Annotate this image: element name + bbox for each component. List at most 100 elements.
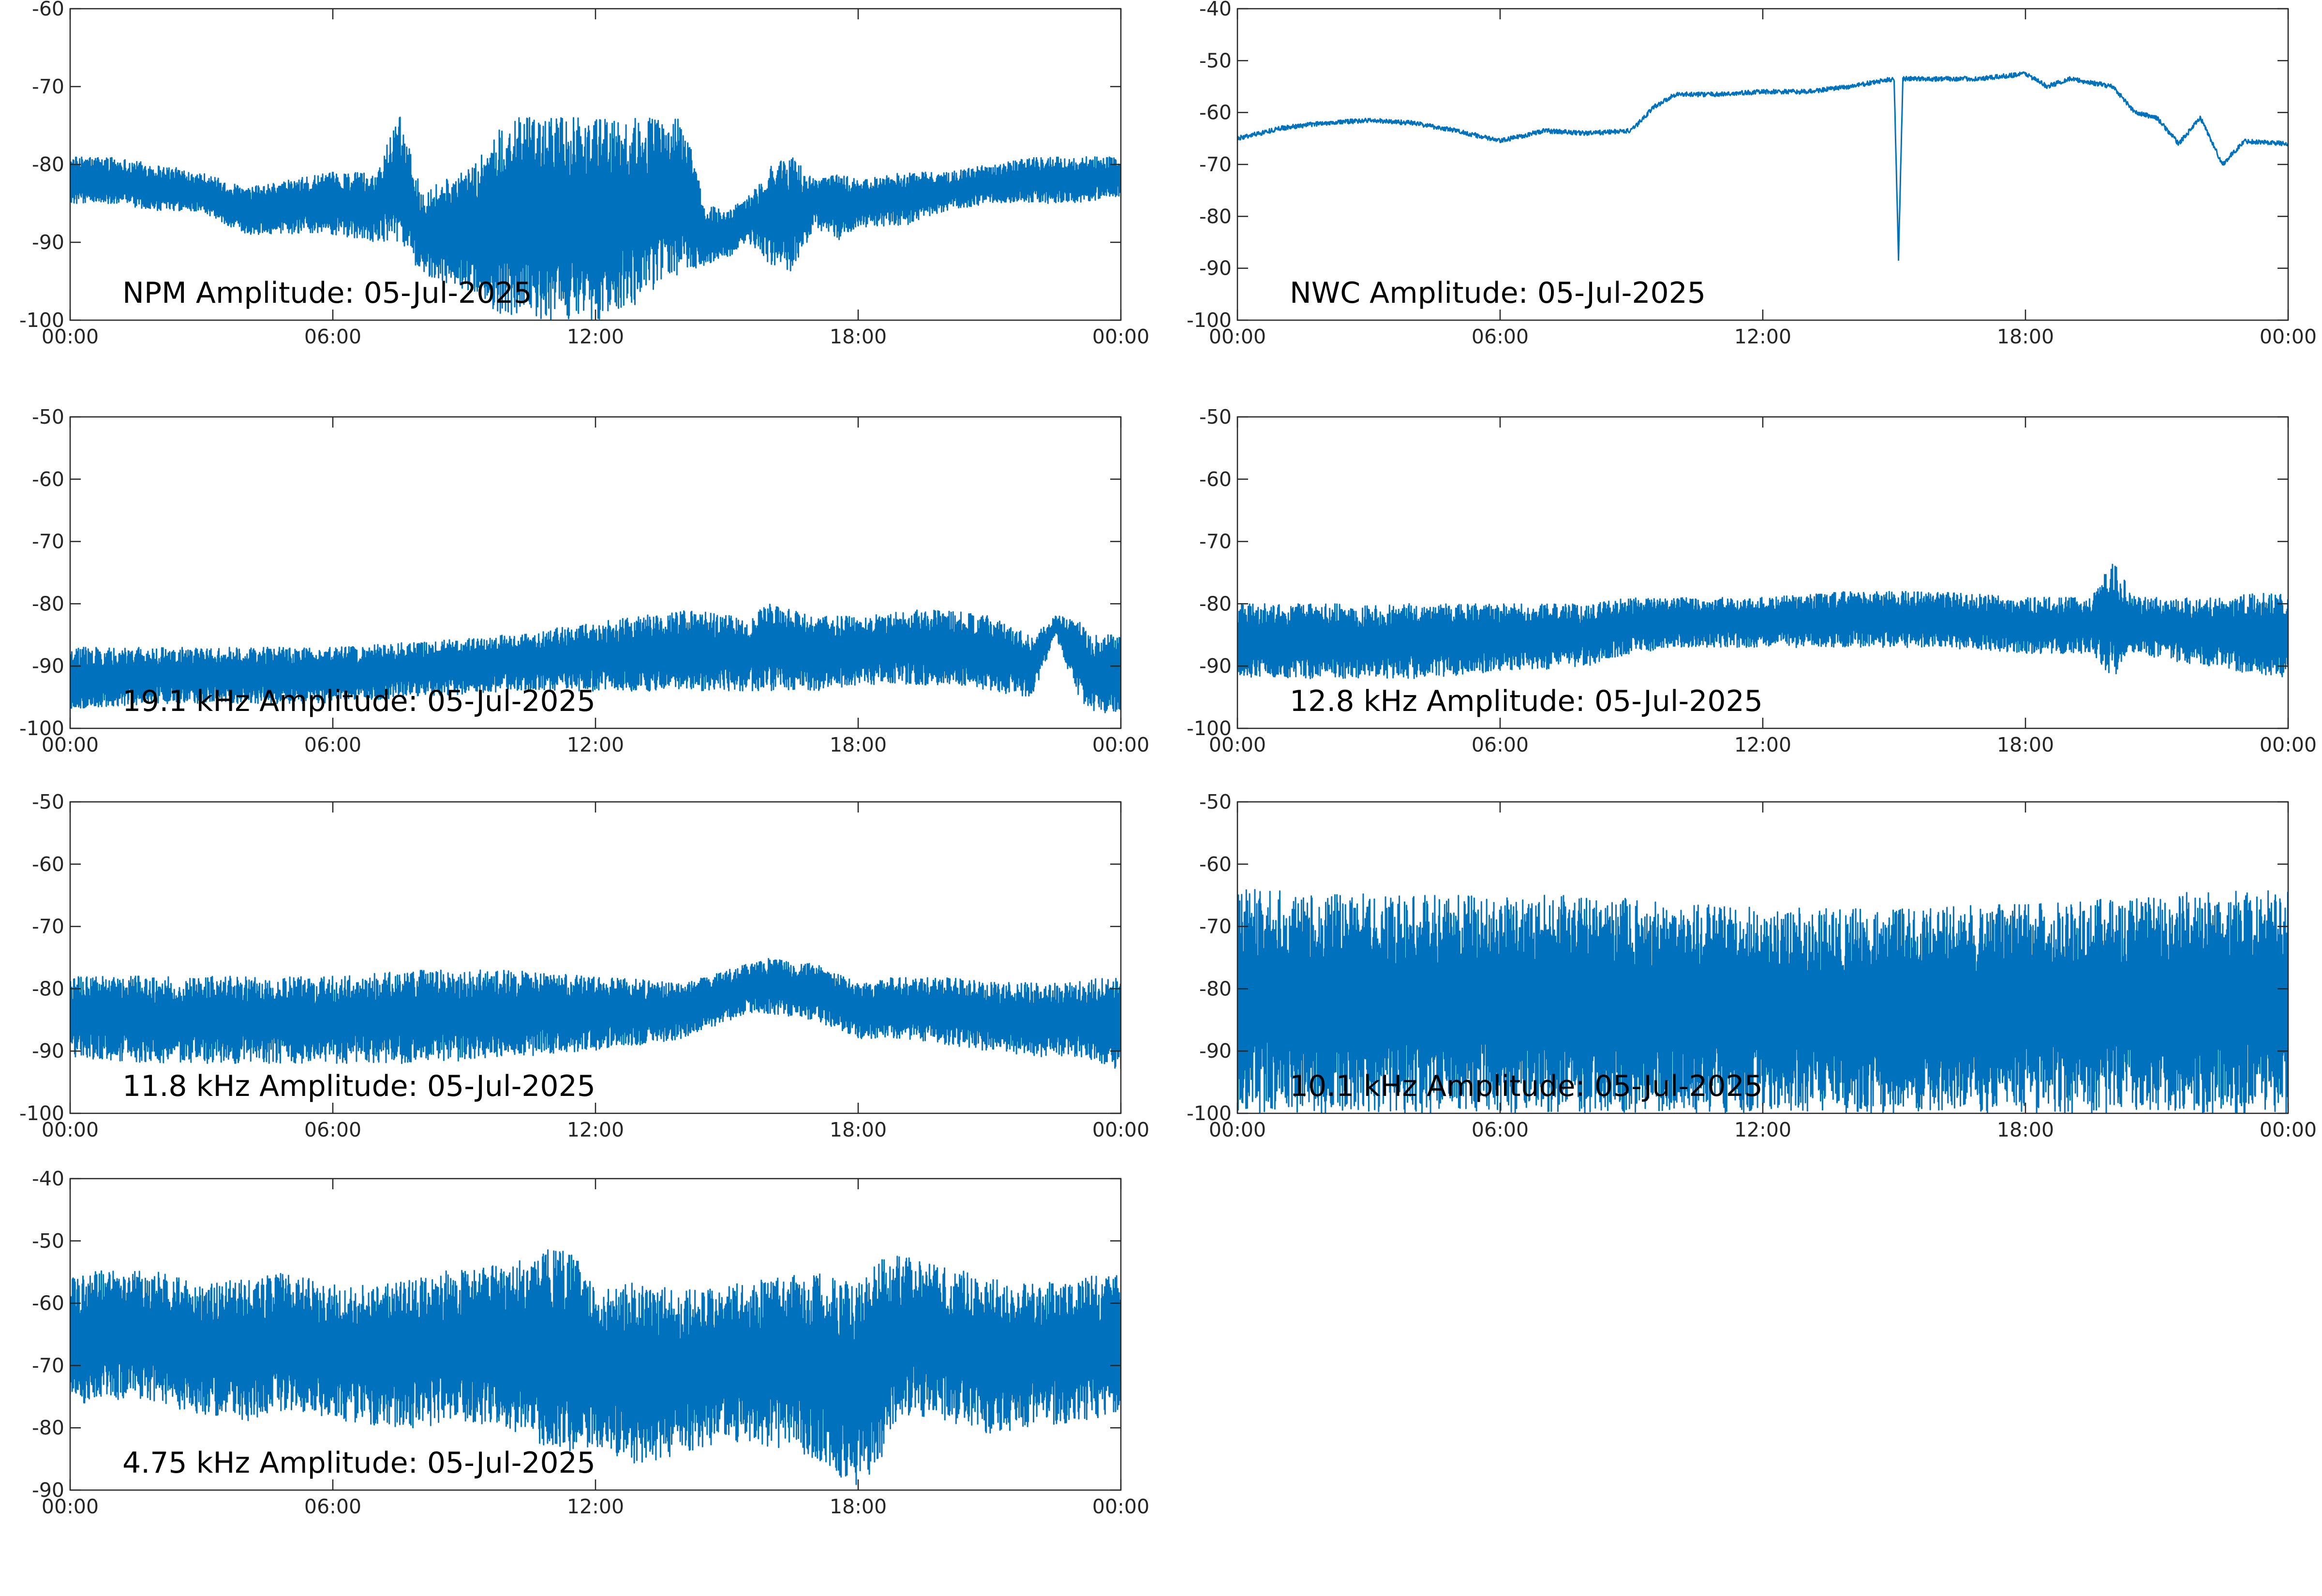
x-tick-label: 18:00 — [830, 1118, 887, 1141]
x-tick-label: 18:00 — [830, 1495, 887, 1518]
y-tick-label: -90 — [32, 1039, 64, 1063]
x-tick-label: 00:00 — [1092, 325, 1149, 348]
y-tick-label: -40 — [32, 1167, 64, 1190]
y-tick-label: -60 — [32, 468, 64, 491]
y-tick-label: -90 — [1199, 257, 1232, 280]
x-tick-label: 06:00 — [304, 1118, 361, 1141]
x-tick-label: 18:00 — [1997, 1118, 2054, 1141]
y-tick-label: -70 — [1199, 153, 1232, 176]
y-tick-label: -100 — [19, 1102, 64, 1125]
y-tick-label: -60 — [32, 853, 64, 876]
y-tick-label: -60 — [1199, 468, 1232, 491]
x-tick-label: 00:00 — [1209, 1118, 1266, 1141]
panel-title: NWC Amplitude: 05-Jul-2025 — [1290, 276, 1706, 310]
x-tick-label: 00:00 — [42, 733, 99, 756]
x-tick-label: 00:00 — [2260, 1118, 2317, 1141]
x-tick-label: 12:00 — [567, 1495, 624, 1518]
series-line — [1237, 71, 2288, 261]
y-tick-label: -40 — [1199, 0, 1232, 20]
y-tick-label: -70 — [32, 1354, 64, 1377]
panel-title: 10.1 kHz Amplitude: 05-Jul-2025 — [1290, 1069, 1763, 1103]
x-tick-label: 06:00 — [304, 733, 361, 756]
y-tick-label: -70 — [32, 915, 64, 938]
y-tick-label: -100 — [1187, 309, 1232, 332]
y-tick-label: -70 — [1199, 915, 1232, 938]
x-tick-label: 12:00 — [1734, 1118, 1791, 1141]
y-tick-label: -90 — [1199, 654, 1232, 678]
x-tick-label: 00:00 — [1209, 325, 1266, 348]
y-tick-label: -80 — [32, 1416, 64, 1439]
y-tick-label: -60 — [1199, 853, 1232, 876]
y-tick-label: -100 — [1187, 717, 1232, 740]
y-tick-label: -60 — [1199, 101, 1232, 124]
y-tick-label: -50 — [32, 405, 64, 429]
y-tick-label: -80 — [32, 977, 64, 1000]
y-tick-label: -80 — [1199, 592, 1232, 615]
x-tick-label: 18:00 — [830, 325, 887, 348]
axis-frame — [1236, 8, 2289, 321]
x-tick-label: 12:00 — [567, 1118, 624, 1141]
x-tick-label: 18:00 — [830, 733, 887, 756]
x-tick-label: 06:00 — [304, 325, 361, 348]
y-tick-label: -80 — [1199, 977, 1232, 1000]
panel-title: NPM Amplitude: 05-Jul-2025 — [122, 276, 532, 310]
y-tick-label: -50 — [32, 1229, 64, 1253]
y-tick-label: -100 — [1187, 1102, 1232, 1125]
y-tick-label: -60 — [32, 0, 64, 20]
panel-title: 11.8 kHz Amplitude: 05-Jul-2025 — [122, 1069, 595, 1103]
x-tick-label: 06:00 — [1472, 1118, 1529, 1141]
series-line — [70, 1249, 1121, 1485]
y-tick-label: -60 — [32, 1292, 64, 1315]
panel-title: 12.8 kHz Amplitude: 05-Jul-2025 — [1290, 684, 1763, 718]
y-tick-label: -70 — [1199, 530, 1232, 553]
y-tick-label: -100 — [19, 717, 64, 740]
x-tick-label: 06:00 — [304, 1495, 361, 1518]
x-tick-label: 00:00 — [1092, 733, 1149, 756]
x-tick-label: 00:00 — [1092, 1495, 1149, 1518]
y-tick-label: -100 — [19, 309, 64, 332]
panel-title: 19.1 kHz Amplitude: 05-Jul-2025 — [122, 684, 595, 718]
x-tick-label: 00:00 — [2260, 733, 2317, 756]
x-tick-label: 00:00 — [42, 1118, 99, 1141]
panel-title: 4.75 kHz Amplitude: 05-Jul-2025 — [122, 1446, 595, 1480]
series-line — [70, 604, 1121, 713]
series-line — [70, 958, 1121, 1069]
x-tick-label: 12:00 — [1734, 325, 1791, 348]
y-tick-label: -90 — [32, 1478, 64, 1502]
x-tick-label: 00:00 — [2260, 325, 2317, 348]
y-tick-label: -90 — [32, 654, 64, 678]
series-line — [70, 117, 1121, 320]
y-tick-label: -80 — [32, 153, 64, 176]
y-tick-label: -90 — [1199, 1039, 1232, 1063]
axis-frame — [69, 801, 1122, 1114]
x-tick-label: 18:00 — [1997, 733, 2054, 756]
y-tick-label: -70 — [32, 75, 64, 98]
x-tick-label: 12:00 — [567, 325, 624, 348]
y-tick-label: -50 — [1199, 49, 1232, 72]
y-tick-label: -70 — [32, 530, 64, 553]
x-tick-label: 18:00 — [1997, 325, 2054, 348]
y-tick-label: -50 — [32, 790, 64, 813]
x-tick-label: 00:00 — [1092, 1118, 1149, 1141]
x-tick-label: 06:00 — [1472, 733, 1529, 756]
y-tick-label: -50 — [1199, 790, 1232, 813]
y-tick-label: -90 — [32, 231, 64, 254]
x-tick-label: 00:00 — [42, 325, 99, 348]
y-tick-label: -80 — [32, 592, 64, 615]
y-tick-label: -50 — [1199, 405, 1232, 429]
x-tick-label: 00:00 — [1209, 733, 1266, 756]
y-tick-label: -80 — [1199, 205, 1232, 228]
x-tick-label: 12:00 — [1734, 733, 1791, 756]
x-tick-label: 12:00 — [567, 733, 624, 756]
x-tick-label: 06:00 — [1472, 325, 1529, 348]
x-tick-label: 00:00 — [42, 1495, 99, 1518]
axis-frame — [1236, 416, 2289, 729]
